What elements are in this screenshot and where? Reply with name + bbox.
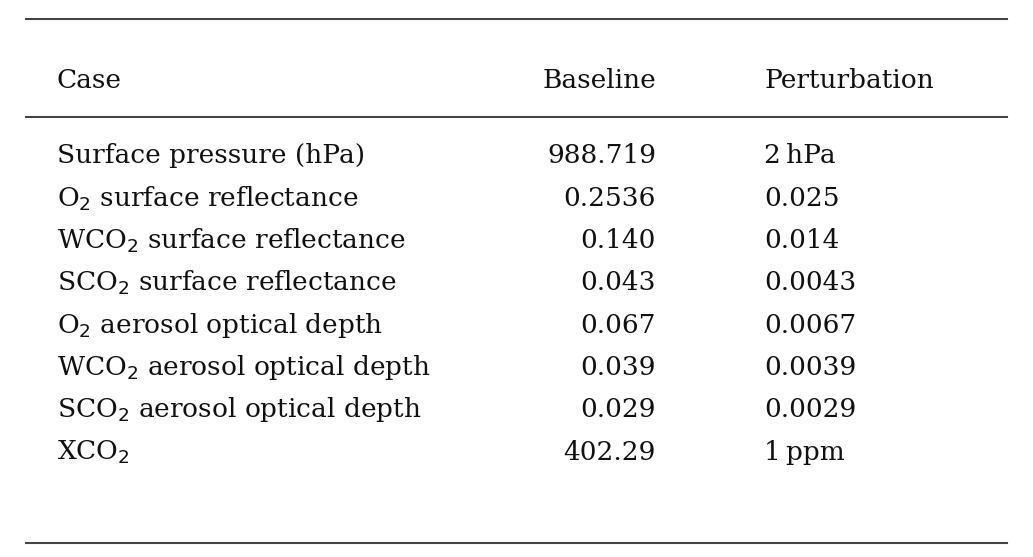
Text: 1 ppm: 1 ppm — [764, 440, 845, 465]
Text: Case: Case — [57, 69, 122, 93]
Text: SCO$_2$ surface reflectance: SCO$_2$ surface reflectance — [57, 268, 397, 297]
Text: XCO$_2$: XCO$_2$ — [57, 438, 130, 466]
Text: O$_2$ aerosol optical depth: O$_2$ aerosol optical depth — [57, 311, 383, 340]
Text: Baseline: Baseline — [542, 69, 656, 93]
Text: WCO$_2$ surface reflectance: WCO$_2$ surface reflectance — [57, 226, 405, 255]
Text: 0.2536: 0.2536 — [564, 186, 656, 211]
Text: SCO$_2$ aerosol optical depth: SCO$_2$ aerosol optical depth — [57, 395, 421, 424]
Text: 0.0039: 0.0039 — [764, 355, 856, 380]
Text: WCO$_2$ aerosol optical depth: WCO$_2$ aerosol optical depth — [57, 353, 431, 382]
Text: 2 hPa: 2 hPa — [764, 144, 836, 168]
Text: 0.025: 0.025 — [764, 186, 840, 211]
Text: 0.039: 0.039 — [581, 355, 656, 380]
Text: 0.029: 0.029 — [581, 398, 656, 422]
Text: 0.067: 0.067 — [581, 313, 656, 338]
Text: 0.0067: 0.0067 — [764, 313, 856, 338]
Text: 0.0043: 0.0043 — [764, 271, 856, 295]
Text: 0.043: 0.043 — [581, 271, 656, 295]
Text: 402.29: 402.29 — [564, 440, 656, 465]
Text: O$_2$ surface reflectance: O$_2$ surface reflectance — [57, 184, 358, 213]
Text: Surface pressure (hPa): Surface pressure (hPa) — [57, 144, 365, 168]
Text: 0.140: 0.140 — [581, 228, 656, 253]
Text: Perturbation: Perturbation — [764, 69, 934, 93]
Text: 0.014: 0.014 — [764, 228, 840, 253]
Text: 0.0029: 0.0029 — [764, 398, 856, 422]
Text: 988.719: 988.719 — [546, 144, 656, 168]
